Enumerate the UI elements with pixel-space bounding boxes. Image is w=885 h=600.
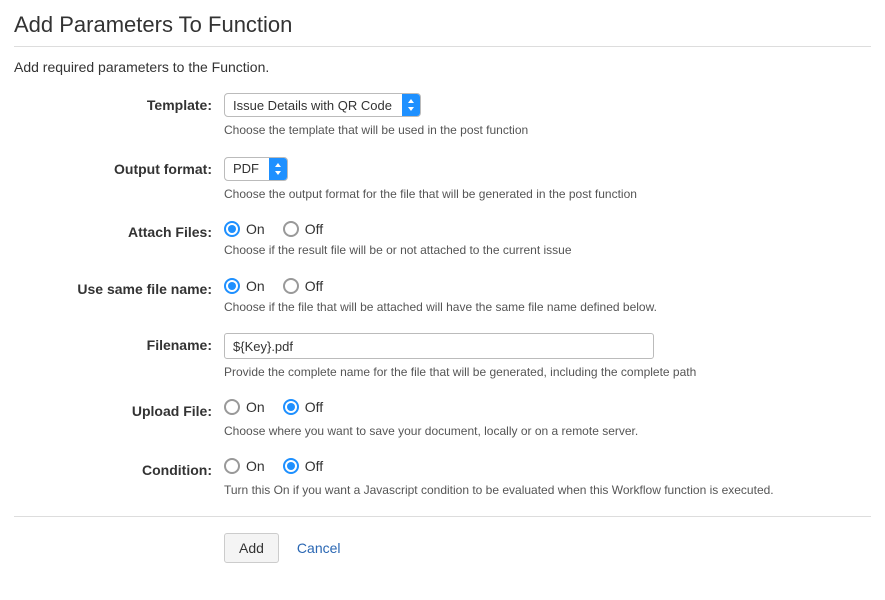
row-upload-file: Upload File: On Off Choose where you wan… bbox=[14, 399, 871, 440]
radio-icon bbox=[224, 399, 240, 415]
radio-icon bbox=[224, 278, 240, 294]
row-attach-files: Attach Files: On Off Choose if the resul… bbox=[14, 220, 871, 259]
help-condition: Turn this On if you want a Javascript co… bbox=[224, 483, 871, 499]
template-select[interactable]: Issue Details with QR Code bbox=[224, 93, 421, 117]
same-filename-off-radio[interactable]: Off bbox=[283, 278, 323, 294]
radio-label-off: Off bbox=[305, 458, 323, 474]
radio-icon bbox=[283, 278, 299, 294]
field-output-format: PDF Choose the output format for the fil… bbox=[224, 157, 871, 203]
attach-files-off-radio[interactable]: Off bbox=[283, 221, 323, 237]
condition-off-radio[interactable]: Off bbox=[283, 458, 323, 474]
field-same-filename: On Off Choose if the file that will be a… bbox=[224, 277, 871, 316]
upload-file-on-radio[interactable]: On bbox=[224, 399, 265, 415]
chevron-updown-icon bbox=[269, 158, 287, 180]
help-filename: Provide the complete name for the file t… bbox=[224, 365, 871, 381]
page-title: Add Parameters To Function bbox=[14, 12, 871, 47]
label-filename: Filename: bbox=[14, 333, 224, 353]
row-output-format: Output format: PDF Choose the output for… bbox=[14, 157, 871, 203]
label-output-format: Output format: bbox=[14, 157, 224, 177]
row-filename: Filename: Provide the complete name for … bbox=[14, 333, 871, 381]
field-condition: On Off Turn this On if you want a Javasc… bbox=[224, 458, 871, 499]
radio-label-off: Off bbox=[305, 221, 323, 237]
add-button[interactable]: Add bbox=[224, 533, 279, 563]
upload-file-radio-group: On Off bbox=[224, 399, 323, 415]
field-attach-files: On Off Choose if the result file will be… bbox=[224, 220, 871, 259]
radio-label-on: On bbox=[246, 399, 265, 415]
help-upload-file: Choose where you want to save your docum… bbox=[224, 424, 871, 440]
attach-files-radio-group: On Off bbox=[224, 221, 323, 237]
help-output-format: Choose the output format for the file th… bbox=[224, 187, 871, 203]
upload-file-off-radio[interactable]: Off bbox=[283, 399, 323, 415]
chevron-updown-icon bbox=[402, 94, 420, 116]
radio-label-off: Off bbox=[305, 278, 323, 294]
template-select-value: Issue Details with QR Code bbox=[225, 94, 402, 116]
field-template: Issue Details with QR Code Choose the te… bbox=[224, 93, 871, 139]
label-condition: Condition: bbox=[14, 458, 224, 478]
same-filename-on-radio[interactable]: On bbox=[224, 278, 265, 294]
radio-label-on: On bbox=[246, 458, 265, 474]
attach-files-on-radio[interactable]: On bbox=[224, 221, 265, 237]
cancel-link[interactable]: Cancel bbox=[297, 540, 341, 556]
field-upload-file: On Off Choose where you want to save you… bbox=[224, 399, 871, 440]
output-format-select[interactable]: PDF bbox=[224, 157, 288, 181]
output-format-select-value: PDF bbox=[225, 158, 269, 180]
same-filename-radio-group: On Off bbox=[224, 278, 323, 294]
row-condition: Condition: On Off Turn this On if you wa… bbox=[14, 458, 871, 499]
radio-icon bbox=[224, 221, 240, 237]
row-same-filename: Use same file name: On Off Choose if the… bbox=[14, 277, 871, 316]
row-template: Template: Issue Details with QR Code Cho… bbox=[14, 93, 871, 139]
radio-label-off: Off bbox=[305, 399, 323, 415]
radio-icon bbox=[283, 458, 299, 474]
field-filename: Provide the complete name for the file t… bbox=[224, 333, 871, 381]
divider bbox=[14, 516, 871, 517]
radio-label-on: On bbox=[246, 221, 265, 237]
intro-text: Add required parameters to the Function. bbox=[14, 59, 871, 75]
radio-label-on: On bbox=[246, 278, 265, 294]
label-same-filename: Use same file name: bbox=[14, 277, 224, 297]
button-row: Add Cancel bbox=[224, 533, 871, 563]
help-same-filename: Choose if the file that will be attached… bbox=[224, 300, 871, 316]
help-attach-files: Choose if the result file will be or not… bbox=[224, 243, 871, 259]
condition-on-radio[interactable]: On bbox=[224, 458, 265, 474]
radio-icon bbox=[224, 458, 240, 474]
label-attach-files: Attach Files: bbox=[14, 220, 224, 240]
radio-icon bbox=[283, 221, 299, 237]
filename-input[interactable] bbox=[224, 333, 654, 359]
help-template: Choose the template that will be used in… bbox=[224, 123, 871, 139]
label-template: Template: bbox=[14, 93, 224, 113]
label-upload-file: Upload File: bbox=[14, 399, 224, 419]
radio-icon bbox=[283, 399, 299, 415]
condition-radio-group: On Off bbox=[224, 458, 323, 474]
